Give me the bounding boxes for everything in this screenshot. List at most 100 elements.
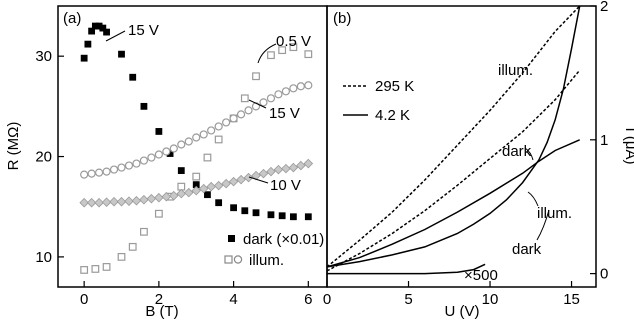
panel-a-series-3-point xyxy=(109,196,119,207)
panel-a-series-3-point xyxy=(228,176,239,187)
panel-a-marks xyxy=(79,22,314,274)
panel-a-series-3-point xyxy=(94,197,104,208)
panel-a-series-2-point xyxy=(102,167,111,176)
panel-a-xlabel: B (T) xyxy=(145,303,178,320)
panel-a-series-3-point xyxy=(198,183,209,194)
legend-illum-circle-marker xyxy=(233,255,243,264)
panel-a-series-2-point xyxy=(222,118,231,127)
annot-dark-295k: dark xyxy=(502,143,532,160)
panel-a-series-3-point xyxy=(303,158,314,169)
panel-a-series-1-point xyxy=(240,94,249,103)
panel-a-series-3-point xyxy=(273,164,284,175)
panel-a-series-3-point xyxy=(169,190,179,201)
panel-b-ytick-label: 2 xyxy=(600,0,608,15)
panel-a-series-2-point xyxy=(266,94,276,103)
panel-a-series-3-point xyxy=(296,160,306,171)
panel-a-series-3-point xyxy=(258,168,269,179)
annot-illum-4k: illum. xyxy=(537,205,572,222)
panel-a-series-3-point xyxy=(116,196,127,207)
panel-a-series-2-point xyxy=(117,163,126,172)
panel-b-xtick-label: 15 xyxy=(563,291,580,308)
panel-a-series-2-point xyxy=(207,126,216,135)
panel-b-marks xyxy=(327,6,581,275)
panel-b-ylabel: I (μA) xyxy=(622,128,634,165)
panel-a-series-0-point xyxy=(99,24,107,32)
panel-a-series-1-point xyxy=(289,43,298,52)
panel-a-series-1-point xyxy=(117,252,126,261)
panel-a-series-3-point xyxy=(131,195,142,206)
panel-a-series-2-point xyxy=(169,144,178,153)
panel-a-series-3-point xyxy=(243,172,254,183)
panel-a-series-2-point xyxy=(304,81,313,90)
panel-a-series-1-point xyxy=(80,266,89,274)
panel-a-series-3-point xyxy=(86,197,97,208)
panel-a-series-1-point xyxy=(304,50,313,59)
panel-a-series-1-point xyxy=(128,242,137,251)
panel-b-ticks: 0 5 10 15 0 1 2 xyxy=(323,0,609,308)
panel-a-series-0-point xyxy=(91,22,99,30)
panel-a-series-0-point xyxy=(140,102,148,110)
panel-a-series-2-point xyxy=(139,156,149,165)
panel-a-series-1-point xyxy=(102,263,111,271)
panel-a-ylabel: R (MΩ) xyxy=(5,122,22,171)
panel-a-series-0-point xyxy=(155,128,163,135)
panel-b-label: (b) xyxy=(333,10,351,27)
panel-b-series-1-line xyxy=(327,69,581,272)
legend-295k-label: 295 K xyxy=(375,78,414,95)
panel-a-series-0-point xyxy=(204,191,211,199)
panel-a-series-3-point xyxy=(236,174,246,185)
panel-a-xtick-label: 0 xyxy=(80,291,88,308)
panel-a-series-2-point xyxy=(229,114,238,123)
panel-a-series-2-point xyxy=(109,165,119,174)
panel-a-series-1-point xyxy=(140,227,148,236)
annot-dark-4k: dark xyxy=(512,241,542,258)
annot-illum-295k: illum. xyxy=(498,62,533,79)
legend-illum-square-marker xyxy=(224,255,233,264)
panel-a-series-0-point xyxy=(278,212,286,220)
panel-b-series-4-line xyxy=(327,263,486,275)
panel-a-series-3-point xyxy=(213,180,224,191)
panel-a-series-1-point xyxy=(267,51,275,60)
panel-a-series-2-point xyxy=(177,140,186,149)
panel-a-series-2-point xyxy=(296,82,305,91)
panel-a-series-1-point xyxy=(252,72,260,81)
panel-a-series-3-point xyxy=(139,194,149,205)
panel-a-ytick-label: 20 xyxy=(35,149,52,166)
panel-b-xtick-label: 10 xyxy=(482,291,499,308)
panel-a-series-3-point xyxy=(288,162,299,173)
annot-15v-right-leader xyxy=(248,99,267,109)
panel-b-ytick-label: 1 xyxy=(600,132,608,149)
panel-a-series-3-point xyxy=(266,166,276,177)
panel-a-series-2-point xyxy=(259,98,268,107)
panel-b-series-2-line xyxy=(327,139,581,268)
legend-illum-label: illum. xyxy=(249,252,284,269)
panel-a-series-3-point xyxy=(206,181,216,192)
panel-b-series-3-line xyxy=(327,6,581,268)
panel-a-series-2-point xyxy=(281,87,291,96)
panel-a-ticks: 0 2 4 6 10 20 30 xyxy=(35,48,312,308)
annot-0-5v-leader xyxy=(257,43,277,64)
panel-a-series-2-point xyxy=(214,122,223,131)
panel-a-series-2-point xyxy=(80,170,89,179)
panel-b-xtick-label: 5 xyxy=(404,291,412,308)
panel-a-series-3-point xyxy=(101,197,112,207)
panel-a-series-2-point xyxy=(199,130,208,139)
panel-a-series-0-point xyxy=(166,150,174,157)
annot-dark-295k-leader xyxy=(524,147,534,161)
panel-b-frame xyxy=(326,5,597,288)
annot-dark-4k-leader xyxy=(536,209,550,241)
panel-a-series-3-point xyxy=(124,196,134,206)
panel-a-series-0-point xyxy=(304,213,312,221)
panel-a-series-0-point xyxy=(215,199,223,207)
panel-a-series-2-point xyxy=(132,159,141,168)
panel-a-series-0-point xyxy=(192,181,200,189)
annot-15v-right: 15 V xyxy=(269,105,300,122)
panel-a-series-0-point xyxy=(80,54,88,62)
panel-a-ytick-label: 30 xyxy=(35,48,52,65)
panel-a-series-0-point xyxy=(129,73,137,81)
panel-a-xtick-label: 6 xyxy=(304,291,312,308)
panel-a-series-1-point xyxy=(203,153,212,162)
panel-a-series-2-point xyxy=(236,110,246,119)
panel-a-series-0-point xyxy=(289,213,297,221)
panel-a-series-2-point xyxy=(87,169,96,178)
